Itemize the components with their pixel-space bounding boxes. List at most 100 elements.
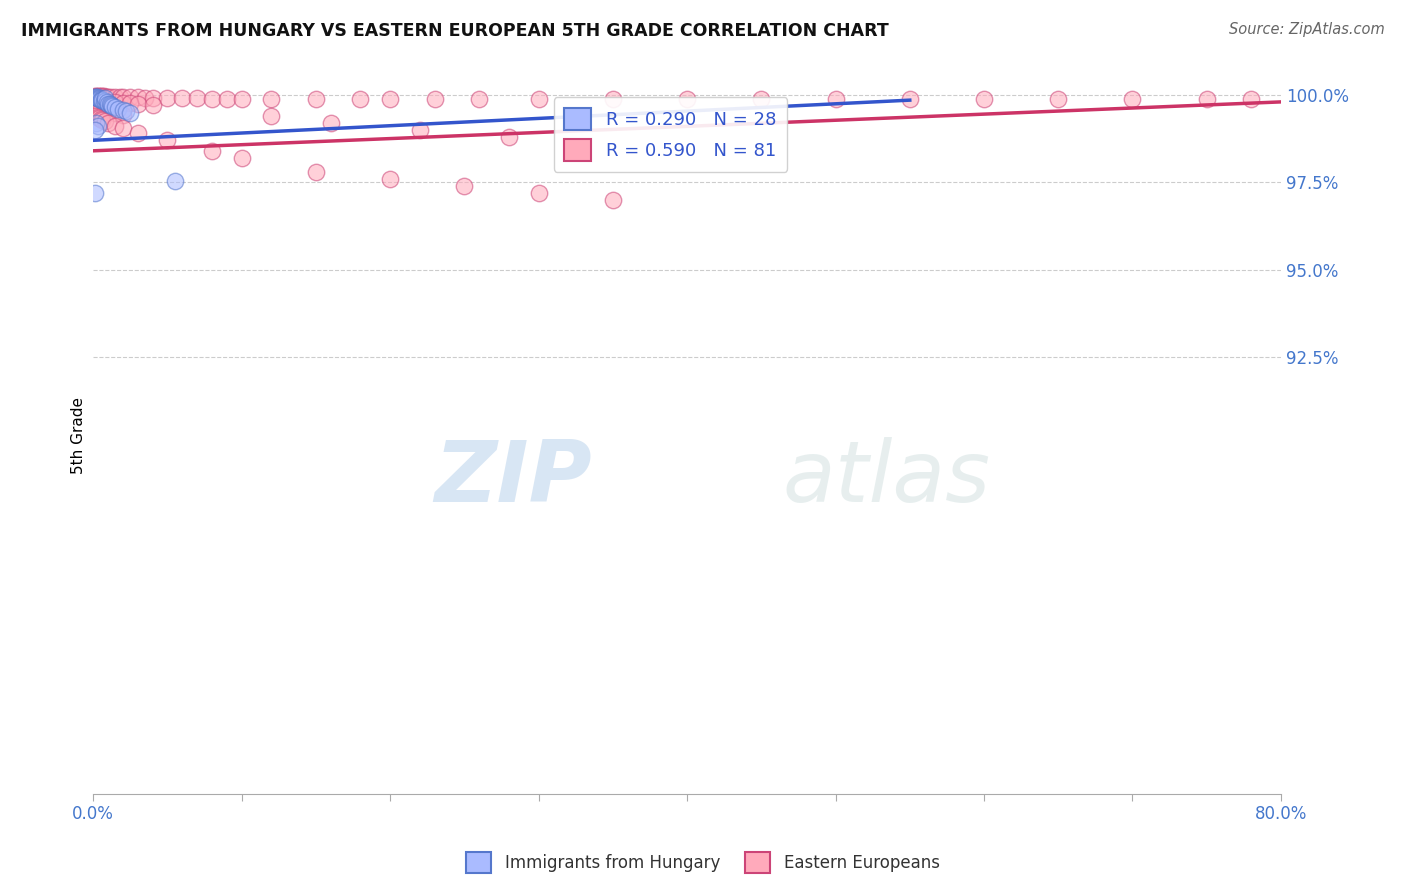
Point: [453, 178, 475, 193]
Point: [120, 96, 142, 111]
Point: [215, 92, 238, 106]
Point: [91, 113, 114, 128]
Text: IMMIGRANTS FROM HUNGARY VS EASTERN EUROPEAN 5TH GRADE CORRELATION CHART: IMMIGRANTS FROM HUNGARY VS EASTERN EUROP…: [21, 22, 889, 40]
Point: [104, 95, 127, 109]
Point: [231, 151, 253, 165]
Point: [349, 92, 371, 106]
Point: [90, 94, 112, 108]
Point: [1121, 92, 1143, 106]
Point: [94, 91, 117, 105]
Point: [824, 92, 846, 106]
Point: [94, 89, 117, 103]
Point: [83, 88, 105, 103]
Point: [111, 108, 134, 122]
Point: [104, 89, 127, 103]
Point: [97, 116, 120, 130]
Point: [527, 186, 550, 200]
Text: atlas: atlas: [782, 437, 990, 520]
Point: [378, 171, 401, 186]
Point: [305, 92, 328, 106]
Point: [527, 92, 550, 106]
Point: [107, 102, 129, 116]
Point: [84, 90, 107, 104]
Point: [94, 94, 117, 108]
Point: [89, 111, 111, 125]
Point: [86, 120, 108, 134]
Point: [127, 97, 149, 112]
Point: [89, 91, 111, 105]
Point: [97, 89, 120, 103]
Point: [201, 144, 224, 158]
Point: [96, 89, 118, 103]
Point: [90, 112, 112, 127]
Point: [100, 98, 122, 112]
Point: [86, 91, 108, 105]
Point: [134, 91, 156, 105]
Point: [163, 173, 186, 187]
Point: [90, 89, 112, 103]
Point: [84, 100, 107, 114]
Point: [90, 92, 112, 106]
Point: [86, 89, 108, 103]
Point: [172, 91, 194, 105]
Point: [1195, 92, 1218, 106]
Point: [84, 89, 107, 103]
Point: [91, 93, 114, 107]
Point: [84, 93, 107, 107]
Point: [91, 89, 114, 103]
Point: [83, 89, 105, 103]
Point: [98, 97, 121, 112]
Text: Source: ZipAtlas.com: Source: ZipAtlas.com: [1229, 22, 1385, 37]
Point: [898, 92, 921, 106]
Point: [83, 186, 105, 200]
Point: [104, 100, 127, 114]
Point: [1240, 92, 1263, 106]
Point: [100, 89, 122, 103]
Point: [104, 106, 127, 120]
Point: [120, 106, 142, 120]
Point: [84, 109, 107, 123]
Point: [86, 90, 108, 104]
Point: [111, 90, 134, 104]
Point: [142, 98, 165, 112]
Point: [94, 114, 117, 128]
Point: [498, 129, 520, 144]
Point: [378, 92, 401, 106]
Point: [97, 96, 120, 111]
Point: [90, 102, 112, 116]
Text: ZIP: ZIP: [434, 437, 592, 520]
Y-axis label: 5th Grade: 5th Grade: [72, 397, 86, 474]
Point: [104, 119, 127, 133]
Point: [676, 92, 699, 106]
Point: [94, 94, 117, 108]
Point: [86, 101, 108, 115]
Legend: Immigrants from Hungary, Eastern Europeans: Immigrants from Hungary, Eastern Europea…: [460, 846, 946, 880]
Point: [89, 89, 111, 103]
Point: [319, 116, 342, 130]
Point: [201, 92, 224, 106]
Point: [111, 121, 134, 136]
Point: [94, 103, 117, 118]
Point: [120, 90, 142, 104]
Point: [186, 91, 208, 105]
Point: [602, 92, 624, 106]
Point: [973, 92, 995, 106]
Point: [86, 110, 108, 124]
Point: [84, 116, 107, 130]
Point: [602, 193, 624, 207]
Point: [231, 92, 253, 106]
Point: [108, 90, 131, 104]
Point: [97, 104, 120, 119]
Point: [84, 88, 107, 103]
Point: [749, 92, 772, 106]
Point: [111, 95, 134, 110]
Point: [1047, 92, 1070, 106]
Point: [142, 91, 165, 105]
Point: [97, 95, 120, 109]
Point: [156, 91, 179, 105]
Point: [93, 89, 115, 103]
Point: [101, 99, 124, 113]
Point: [127, 90, 149, 104]
Point: [83, 123, 105, 137]
Point: [127, 126, 149, 140]
